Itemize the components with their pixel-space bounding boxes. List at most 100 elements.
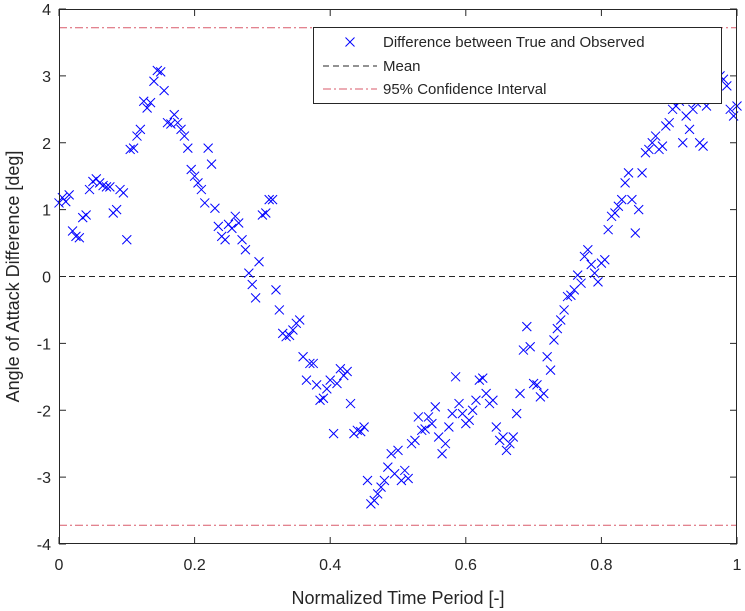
legend-label-confidence-interval: 95% Confidence Interval <box>383 81 546 98</box>
data-point <box>64 190 75 200</box>
data-point <box>233 218 244 228</box>
data-point <box>230 211 241 222</box>
legend: Difference between True and Observed Mea… <box>313 27 722 104</box>
data-point <box>677 137 688 148</box>
data-point <box>644 144 654 155</box>
data-point <box>610 208 620 218</box>
data-point <box>162 117 173 128</box>
data-point <box>159 85 169 96</box>
x-tick-label: 0.8 <box>590 557 612 574</box>
data-point <box>450 371 461 382</box>
data-point <box>118 188 129 198</box>
data-point <box>684 124 695 135</box>
data-point <box>688 104 698 115</box>
data-point <box>84 184 95 195</box>
data-point <box>488 395 498 406</box>
data-point <box>664 117 675 128</box>
data-point <box>135 124 146 135</box>
data-point <box>145 97 156 108</box>
data-point <box>125 144 136 155</box>
data-point <box>633 204 644 215</box>
x-tick-label: 0.6 <box>455 557 477 574</box>
data-point <box>521 321 532 332</box>
data-point <box>386 448 397 459</box>
data-point <box>199 198 210 208</box>
data-point <box>725 104 736 115</box>
data-point <box>247 279 258 290</box>
data-point <box>149 76 159 87</box>
data-point <box>416 425 427 436</box>
data-point <box>627 194 637 205</box>
data-point <box>603 224 614 235</box>
data-point <box>491 422 502 432</box>
data-point <box>260 208 271 218</box>
data-point <box>532 379 542 390</box>
data-point <box>542 351 553 362</box>
data-point <box>250 293 261 303</box>
data-point <box>427 418 437 429</box>
data-point <box>579 251 590 262</box>
data-point <box>369 495 380 506</box>
data-point <box>620 178 630 188</box>
data-point <box>599 254 610 265</box>
data-point <box>237 234 247 245</box>
data-point <box>555 315 566 325</box>
data-point <box>721 81 732 91</box>
data-point <box>176 124 186 135</box>
data-point <box>311 379 322 390</box>
data-point <box>511 408 522 419</box>
data-point <box>528 378 539 389</box>
data-point <box>81 210 91 220</box>
data-point <box>410 435 420 446</box>
data-point <box>420 424 430 434</box>
data-point <box>440 438 451 449</box>
data-point <box>332 378 342 389</box>
data-point <box>582 244 593 255</box>
data-point <box>447 408 458 419</box>
data-point <box>172 117 183 128</box>
data-point <box>271 285 281 295</box>
data-point <box>572 270 583 281</box>
data-point <box>254 256 264 267</box>
data-point <box>552 323 563 334</box>
data-point <box>121 234 132 245</box>
data-point <box>264 194 275 205</box>
data-point <box>657 141 668 151</box>
data-point <box>586 259 597 270</box>
x-tick-label: 0.4 <box>319 557 341 574</box>
data-point <box>413 412 424 422</box>
data-point <box>169 109 180 120</box>
data-point <box>318 393 329 404</box>
data-point <box>345 398 356 409</box>
legend-label-difference: Difference between True and Observed <box>383 34 645 51</box>
data-point <box>616 194 627 205</box>
data-point <box>650 131 661 141</box>
data-point <box>294 315 305 325</box>
legend-item-difference: Difference between True and Observed <box>345 34 645 51</box>
data-point <box>321 383 332 394</box>
data-point <box>328 428 339 439</box>
y-tick-label: -2 <box>37 403 51 420</box>
data-point <box>352 425 363 436</box>
data-point <box>74 232 85 243</box>
data-point <box>508 432 519 442</box>
data-point <box>464 415 475 426</box>
data-point <box>589 268 600 279</box>
data-point <box>196 184 207 195</box>
data-point <box>477 373 488 384</box>
y-tick-label: 1 <box>42 203 51 220</box>
data-point <box>359 422 369 432</box>
data-point <box>372 488 383 499</box>
legend-box <box>313 27 722 104</box>
data-point <box>182 143 193 153</box>
legend-marker-x <box>345 37 355 47</box>
data-point <box>430 402 441 412</box>
y-tick-label: 3 <box>42 69 51 86</box>
data-point <box>203 143 214 153</box>
data-point <box>637 167 647 178</box>
data-point <box>111 204 122 215</box>
y-tick-label: 2 <box>42 136 51 153</box>
data-point <box>220 234 230 245</box>
data-point <box>538 388 549 399</box>
x-tick-label: 0 <box>55 557 64 574</box>
